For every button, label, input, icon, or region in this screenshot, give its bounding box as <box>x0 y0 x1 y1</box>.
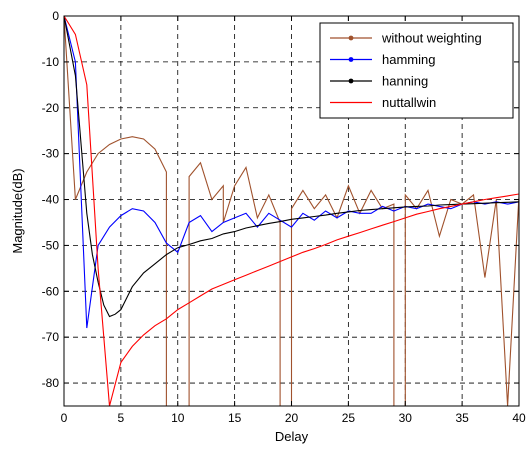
x-tick-label: 35 <box>455 411 469 425</box>
legend-entry-label: without weighting <box>381 31 482 46</box>
x-axis-label: Delay <box>275 429 309 444</box>
x-tick-label: 30 <box>399 411 413 425</box>
legend-marker <box>348 78 354 84</box>
y-tick-label: -10 <box>42 55 60 69</box>
y-tick-label: -80 <box>42 376 60 390</box>
series-line-nuttallwin <box>64 16 519 406</box>
legend-entry-label: hamming <box>382 52 435 67</box>
series-line-hanning <box>64 16 519 318</box>
series-line-without-weighting <box>64 16 519 406</box>
legend-marker <box>348 57 354 62</box>
x-tick-label: 10 <box>171 411 185 425</box>
y-axis-ticks: 0 -10 -20 -30 -40 -50 -60 -70 -80 <box>42 9 519 390</box>
y-tick-label: -40 <box>42 193 60 207</box>
y-tick-label: -50 <box>42 238 60 252</box>
x-tick-label: 40 <box>512 411 526 425</box>
x-tick-label: 5 <box>118 411 125 425</box>
x-tick-label: 25 <box>342 411 356 425</box>
legend-entry-label: hanning <box>382 74 428 89</box>
series-lines <box>64 16 519 406</box>
legend: without weighting hamming hanning nuttallwi… <box>319 22 514 119</box>
series-line-hamming <box>64 16 519 329</box>
x-tick-label: 0 <box>61 411 68 425</box>
x-tick-label: 15 <box>228 411 242 425</box>
y-tick-label: -20 <box>42 101 60 115</box>
x-axis-ticks: 0 5 10 15 20 25 30 35 40 <box>61 16 526 425</box>
y-tick-label: -70 <box>42 330 60 344</box>
y-tick-label: -60 <box>42 284 60 298</box>
legend-entry-label: nuttallwin <box>382 95 436 110</box>
legend-marker <box>348 35 354 41</box>
x-tick-label: 20 <box>285 411 299 425</box>
y-tick-label: -30 <box>42 147 60 161</box>
y-tick-label: 0 <box>52 9 59 23</box>
y-axis-label: Magnitude(dB) <box>10 168 25 253</box>
